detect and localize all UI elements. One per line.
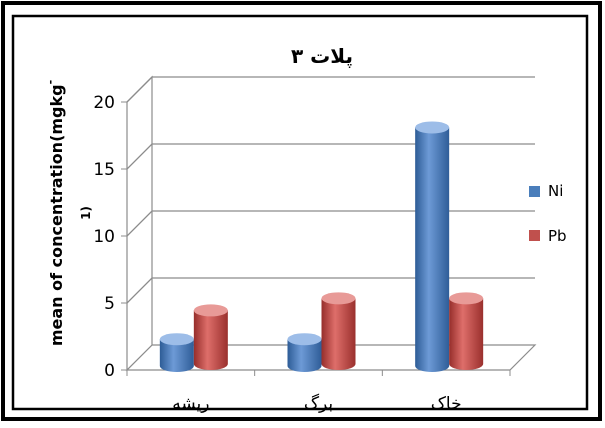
x-tick-label: ریشه <box>172 394 209 414</box>
y-axis-label-sup: - <box>44 80 57 85</box>
y-axis-label-line2: 1) <box>79 206 93 220</box>
gridline <box>126 210 535 237</box>
y-axis-label: mean of concentration(mgkg- 1) <box>44 80 93 346</box>
legend-swatch-pb <box>529 230 540 241</box>
bar-ni-1 <box>159 339 194 372</box>
gridline <box>126 277 535 304</box>
y-tick-label: 20 <box>93 93 115 113</box>
y-tick-labels: 0 5 10 15 20 <box>93 93 115 381</box>
bar-top-ni-2 <box>287 333 322 346</box>
y-axis-label-line1: mean of concentration(mgkg- <box>44 80 66 346</box>
chart-title: پلات ۳ <box>291 44 353 69</box>
x-tick-label: برگ <box>304 393 333 414</box>
bar-ni-2 <box>287 339 322 372</box>
bar-top-pb-2 <box>321 292 356 305</box>
x-tick-label: خاک <box>431 394 462 414</box>
bar-pb-3 <box>449 298 484 370</box>
axes <box>121 101 511 376</box>
legend-label-ni: Ni <box>548 182 563 200</box>
legend: Ni Pb <box>529 182 567 245</box>
gridline <box>126 76 535 103</box>
gridlines <box>126 76 535 304</box>
bar-top-ni-1 <box>159 333 194 346</box>
bars <box>159 121 484 372</box>
bar-top-ni-3 <box>415 121 450 134</box>
plot-area-border <box>11 14 589 411</box>
x-tick-labels: ریشه برگ خاک <box>172 393 461 414</box>
gridline <box>126 143 535 170</box>
y-tick-label: 15 <box>93 160 115 180</box>
legend-label-pb: Pb <box>548 227 567 245</box>
bar-pb-2 <box>321 298 356 370</box>
legend-swatch-ni <box>529 186 540 197</box>
bar-top-pb-1 <box>193 304 228 317</box>
bar-top-pb-3 <box>449 292 484 305</box>
bar-ni-3 <box>415 127 450 372</box>
y-tick-label: 10 <box>93 227 115 247</box>
y-tick-label: 5 <box>104 294 115 314</box>
y-tick-label: 0 <box>104 361 115 381</box>
bar-pb-1 <box>193 310 228 370</box>
